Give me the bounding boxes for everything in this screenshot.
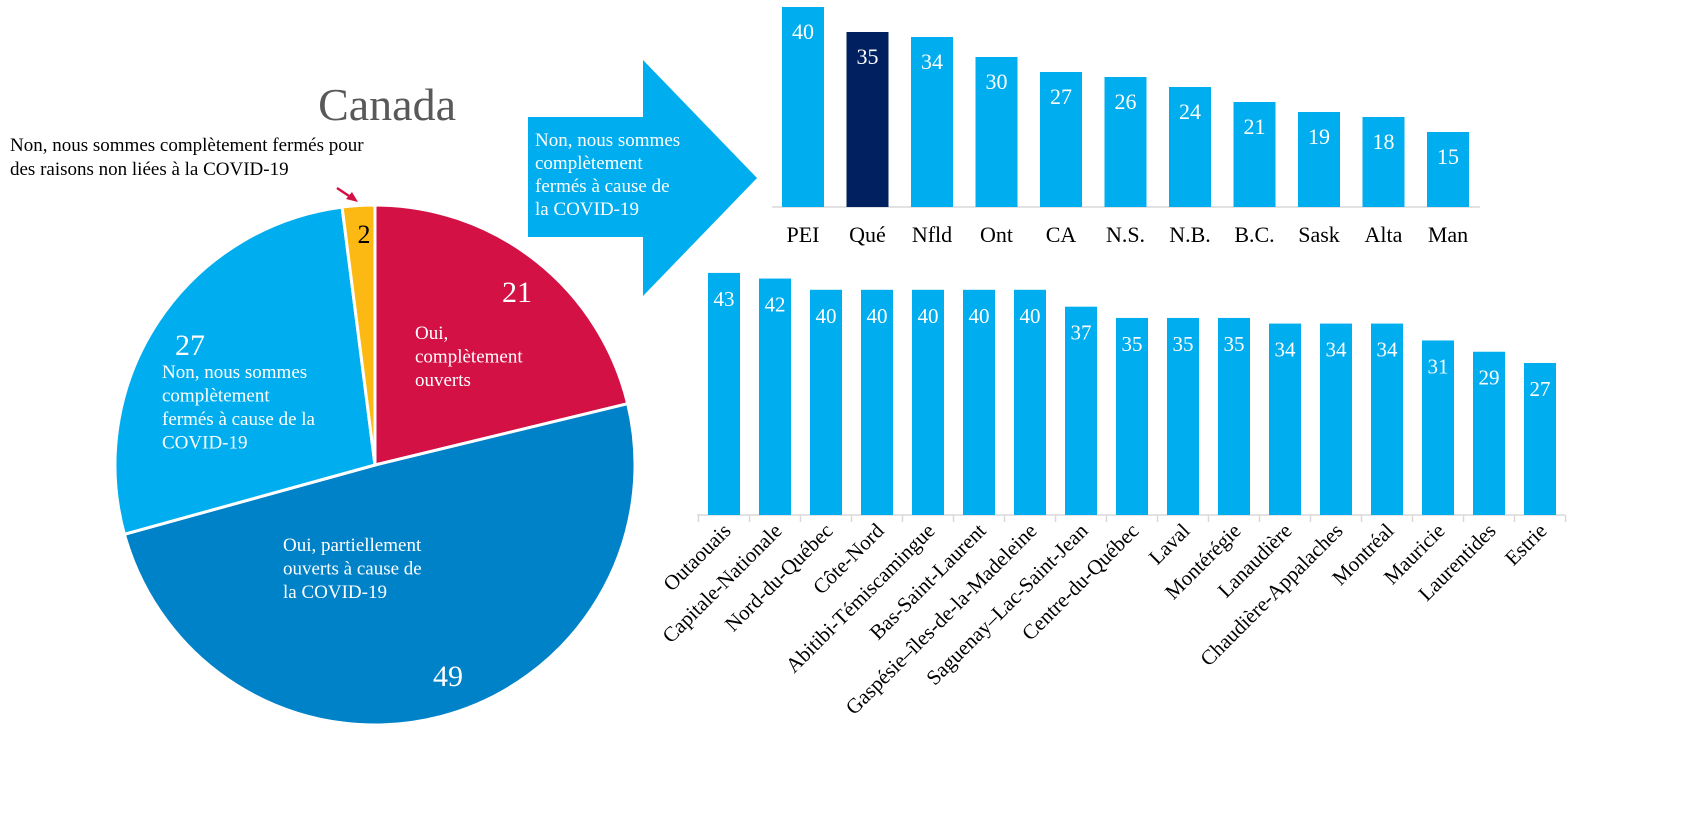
value-label: 30 — [986, 69, 1008, 94]
arrow — [528, 60, 757, 296]
slice-label: Non, nous sommes complètement fermés pou… — [10, 135, 364, 156]
value-label: 26 — [1115, 89, 1137, 114]
bar — [1014, 289, 1046, 515]
value-label: 19 — [1308, 124, 1330, 149]
value-label: 43 — [714, 287, 735, 311]
pie-slice — [113, 205, 377, 537]
value-label: 34 — [921, 49, 943, 74]
value-label: 35 — [857, 44, 879, 69]
x-tick-label: Alta — [1365, 222, 1403, 247]
value-label: 35 — [1173, 332, 1194, 356]
x-tick-label: Nfld — [912, 222, 952, 247]
value-label: 27 — [1050, 84, 1072, 109]
bar — [1169, 87, 1211, 207]
value-label: 37 — [1071, 321, 1092, 345]
value-label: 40 — [1020, 304, 1041, 328]
x-tick-label: PEI — [787, 222, 820, 247]
bar — [1233, 102, 1276, 207]
value-label: 35 — [1122, 332, 1143, 356]
bar — [861, 289, 893, 515]
value-label: 40 — [792, 19, 814, 44]
value-label: 29 — [1479, 366, 1500, 390]
bar — [759, 278, 791, 515]
value-label: 2 — [358, 220, 371, 249]
value-label: 40 — [969, 304, 990, 328]
bar — [1116, 317, 1148, 515]
x-tick-label: Sask — [1298, 222, 1340, 247]
value-label: 24 — [1179, 99, 1201, 124]
pointer-head — [346, 192, 358, 202]
pie-slice — [122, 401, 637, 727]
bar — [963, 289, 995, 515]
x-tick-label: Qué — [849, 222, 886, 247]
slice-label: Oui, partiellement — [283, 535, 422, 556]
pie-slice — [373, 203, 630, 467]
value-label: 42 — [765, 293, 786, 317]
bar — [912, 289, 944, 515]
x-tick-label: Ont — [980, 222, 1013, 247]
arrow-label: complètement — [535, 153, 643, 174]
value-label: 18 — [1373, 129, 1395, 154]
bar — [1065, 306, 1097, 515]
bar — [1473, 351, 1505, 515]
slice-label: COVID-19 — [162, 433, 248, 454]
bar — [1218, 317, 1250, 515]
value-label: 49 — [433, 660, 463, 693]
slice-label: la COVID-19 — [283, 582, 387, 603]
bar — [1371, 323, 1403, 515]
bar — [708, 272, 740, 515]
bar — [1362, 117, 1405, 207]
value-label: 27 — [1530, 377, 1551, 401]
value-label: 40 — [918, 304, 939, 328]
value-label: 15 — [1437, 144, 1459, 169]
slice-label: fermés à cause de la — [162, 409, 316, 430]
slice-label: ouverts — [415, 370, 471, 391]
bar — [1524, 362, 1556, 515]
bar — [1040, 72, 1082, 207]
bar — [911, 37, 953, 207]
slice-label: ouverts à cause de — [283, 559, 422, 580]
value-label: 34 — [1326, 338, 1348, 362]
bar — [810, 289, 842, 515]
x-tick-label: N.B. — [1169, 222, 1211, 247]
value-label: 34 — [1377, 338, 1399, 362]
bar — [975, 57, 1018, 207]
bar — [1422, 340, 1454, 515]
x-tick-label: CA — [1046, 222, 1077, 247]
x-tick-label: Estrie — [1500, 519, 1552, 571]
bar — [1269, 323, 1301, 515]
arrow-label: Non, nous sommes — [535, 130, 680, 151]
chart-title: Canada — [318, 79, 456, 130]
x-tick-label: B.C. — [1234, 222, 1274, 247]
bar — [846, 32, 889, 207]
pie-slice — [340, 203, 377, 466]
value-label: 21 — [502, 276, 532, 309]
value-label: 40 — [867, 304, 888, 328]
slice-label: complètement — [162, 386, 270, 407]
bar — [1298, 112, 1340, 207]
slice-label: Oui, — [415, 323, 448, 344]
bar — [782, 7, 824, 207]
x-tick-label: Man — [1428, 222, 1468, 247]
bar — [1104, 77, 1147, 207]
slice-label: des raisons non liées à la COVID-19 — [10, 159, 289, 180]
value-label: 31 — [1428, 354, 1449, 378]
slice-label: complètement — [415, 347, 523, 368]
x-tick-label: N.S. — [1106, 222, 1145, 247]
arrow-label: la COVID-19 — [535, 199, 639, 220]
value-label: 21 — [1244, 114, 1266, 139]
value-label: 40 — [816, 304, 837, 328]
arrow-label: fermés à cause de — [535, 176, 670, 197]
value-label: 34 — [1275, 338, 1297, 362]
bar — [1320, 323, 1352, 515]
value-label: 27 — [175, 329, 205, 362]
slice-label: Non, nous sommes — [162, 362, 307, 383]
bar — [1167, 317, 1199, 515]
value-label: 35 — [1224, 332, 1245, 356]
bar — [1427, 132, 1469, 207]
